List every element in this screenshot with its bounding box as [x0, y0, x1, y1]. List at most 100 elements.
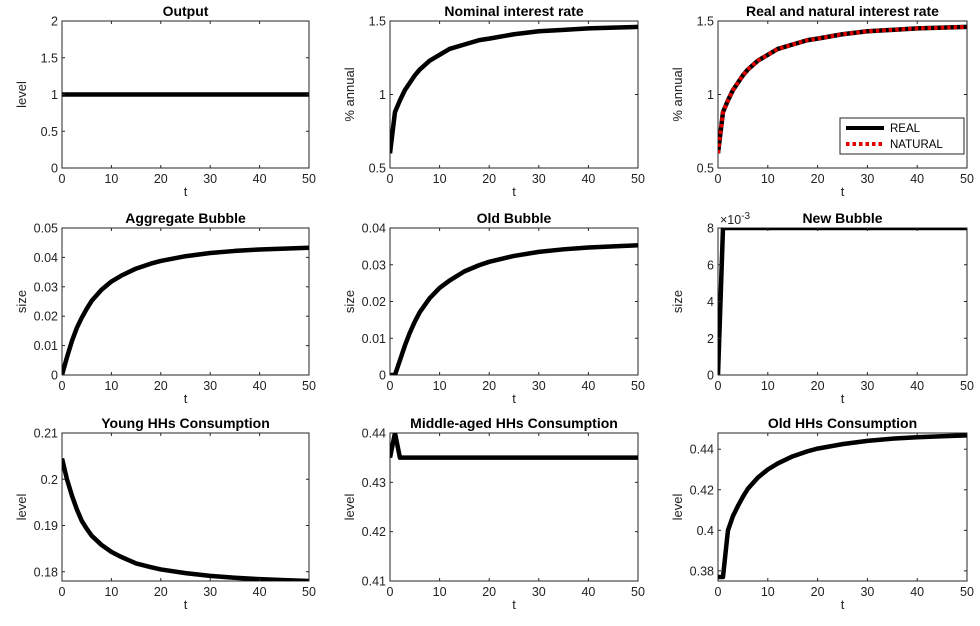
x-tick-label: 20 [811, 172, 825, 186]
legend-box [839, 117, 965, 155]
series-line-0 [62, 245, 309, 375]
legend-label-real: REAL [890, 123, 921, 135]
series-line-0 [62, 457, 309, 581]
x-tick-label: 30 [860, 172, 874, 186]
series-group [62, 457, 309, 581]
subplot-2: 0 10 20 30 40 50 0.5 1 1.5 Real and natural inter… [670, 3, 974, 199]
subplot-title: New Bubble [802, 210, 882, 226]
y-axis-label: size [670, 290, 685, 313]
series-line-0 [718, 433, 967, 580]
y-axis-label: % annual [670, 67, 685, 121]
x-tick-label: 0 [715, 172, 722, 186]
x-tick-label: 50 [960, 379, 974, 393]
y-tick-label: 1 [51, 88, 58, 102]
y-tick-label: 0.19 [34, 519, 58, 533]
y-tick-label: 0.01 [34, 339, 58, 353]
subplot-title: Young HHs Consumption [101, 415, 270, 431]
subplot-title: Nominal interest rate [444, 3, 583, 19]
x-tick-label: 0 [715, 585, 722, 599]
x-tick-label: 20 [482, 172, 496, 186]
y-tick-label: 0.04 [362, 222, 386, 236]
y-tick-label: 0.02 [362, 295, 386, 309]
x-tick-label: 0 [715, 379, 722, 393]
series-group [718, 24, 967, 154]
x-axis-label: t [841, 184, 845, 199]
x-axis-label: t [841, 597, 845, 612]
x-tick-label: 10 [761, 585, 775, 599]
subplot-title: Old HHs Consumption [768, 415, 917, 431]
y-tick-label: 0.01 [362, 332, 386, 346]
y-axis-label: size [342, 290, 357, 313]
y-tick-label: 0.44 [362, 427, 386, 441]
y-tick-label: 0 [51, 162, 58, 176]
y-tick-label: 0.5 [369, 162, 386, 176]
legend-label-natural: NATURAL [890, 139, 943, 151]
subplot-8: 0 10 20 30 40 50 0.38 0.4 0.42 0.44 Old HHs Consum… [670, 415, 974, 612]
x-tick-label: 40 [910, 172, 924, 186]
subplot-title: Middle-aged HHs Consumption [410, 415, 618, 431]
y-tick-label: 0.18 [34, 565, 58, 579]
x-tick-label: 50 [302, 585, 316, 599]
y-tick-label: 0.42 [690, 483, 714, 497]
y-tick-label: 0.05 [34, 222, 58, 236]
x-tick-label: 40 [253, 379, 267, 393]
x-tick-label: 10 [104, 585, 118, 599]
y-axis-label: % annual [342, 67, 357, 121]
x-tick-label: 30 [203, 585, 217, 599]
x-tick-label: 40 [910, 585, 924, 599]
subplot-title: Real and natural interest rate [746, 3, 939, 19]
x-tick-label: 40 [581, 379, 595, 393]
x-axis-label: t [841, 391, 845, 406]
y-tick-label: 1.5 [697, 15, 714, 29]
y-tick-label: 8 [707, 222, 714, 236]
series-line-0 [390, 24, 638, 154]
subplot-3: 0 10 20 30 40 50 0 0.01 0.02 0.03 0.04 0.05 Aggregat… [14, 210, 316, 406]
axes-box [389, 20, 639, 169]
x-axis-label: t [512, 184, 516, 199]
x-tick-label: 50 [302, 379, 316, 393]
axes-box [389, 432, 639, 582]
x-axis-label: t [184, 184, 188, 199]
x-tick-label: 0 [59, 379, 66, 393]
y-tick-label: 0.2 [41, 473, 58, 487]
series-line-0 [718, 228, 967, 375]
x-tick-label: 30 [203, 379, 217, 393]
x-tick-label: 20 [811, 585, 825, 599]
series-group [718, 433, 967, 580]
x-tick-label: 30 [532, 585, 546, 599]
series-line-0 [390, 243, 638, 375]
x-axis-label: t [512, 391, 516, 406]
x-tick-label: 10 [433, 379, 447, 393]
x-tick-label: 20 [811, 379, 825, 393]
x-tick-label: 10 [433, 172, 447, 186]
x-tick-label: 0 [387, 585, 394, 599]
x-tick-label: 40 [253, 585, 267, 599]
y-tick-label: 0.4 [697, 524, 714, 538]
x-tick-label: 10 [433, 585, 447, 599]
x-tick-label: 30 [532, 379, 546, 393]
x-tick-label: 0 [387, 172, 394, 186]
subplot-6: 0 10 20 30 40 50 0.18 0.19 0.2 0.21 Young HHs Cons… [14, 415, 316, 612]
y-tick-label: 0.5 [41, 125, 58, 139]
subplot-title: Output [163, 3, 209, 19]
x-tick-label: 0 [387, 379, 394, 393]
subplot-7: 0 10 20 30 40 50 0.41 0.42 0.43 0.44 Middle-aged H… [342, 415, 645, 612]
axes-box [61, 432, 310, 582]
x-tick-label: 20 [154, 172, 168, 186]
y-tick-label: 0.43 [362, 476, 386, 490]
x-tick-label: 10 [761, 379, 775, 393]
y-axis-label: level [14, 494, 29, 521]
y-scale-multiplier: ×10-3 [720, 211, 751, 227]
y-scale-base: ×10 [720, 213, 741, 227]
y-tick-label: 6 [707, 258, 714, 272]
x-axis-label: t [184, 391, 188, 406]
x-axis-label: t [512, 597, 516, 612]
series-line-0 [390, 433, 638, 460]
x-tick-label: 0 [59, 172, 66, 186]
series-group [62, 245, 309, 375]
series-line-natural [718, 24, 967, 154]
y-scale-exponent: -3 [741, 211, 750, 222]
x-tick-label: 30 [860, 585, 874, 599]
series-group [718, 228, 967, 375]
